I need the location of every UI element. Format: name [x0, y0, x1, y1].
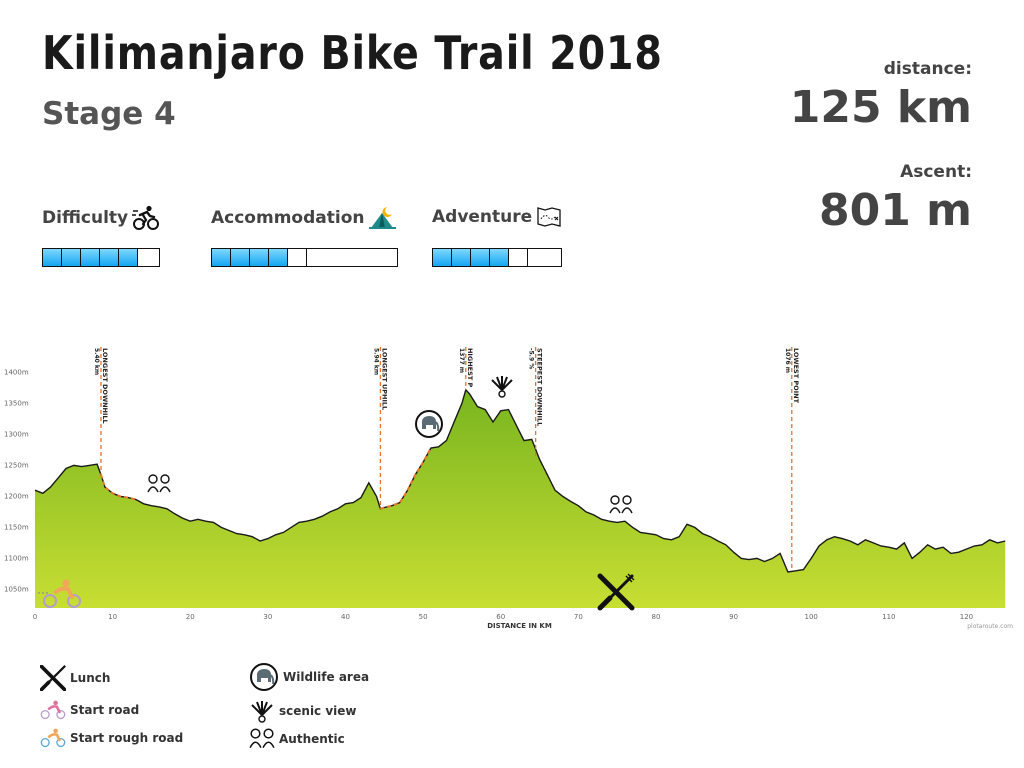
rating-segment — [269, 249, 288, 266]
marker-label: LOWEST POINT — [792, 348, 800, 404]
rating-segment — [43, 249, 62, 266]
marker-value: 1076 m — [784, 348, 791, 373]
rating-segment — [471, 249, 490, 266]
y-tick-label: 1300m — [4, 430, 29, 438]
x-tick-label: 90 — [729, 613, 738, 621]
marker-label: LONGEST DOWNHILL — [101, 348, 109, 424]
x-tick-label: 20 — [186, 613, 195, 621]
mountain-bike-icon — [40, 728, 66, 748]
marker-label: HIGHEST P — [466, 348, 474, 387]
x-tick-label: 80 — [651, 613, 660, 621]
highlight-segment — [380, 447, 432, 510]
cyclist-icon — [132, 205, 160, 230]
legend-item-wildlife-area: Wildlife area — [249, 662, 369, 692]
rating-label: Accommodation — [211, 208, 365, 228]
x-tick-label: 0 — [33, 613, 37, 621]
legend-label: Lunch — [70, 671, 111, 685]
rating-segment — [138, 249, 157, 266]
cutlery-icon — [40, 665, 66, 691]
rating-segment — [452, 249, 471, 266]
x-tick-label: 10 — [108, 613, 117, 621]
distance-label: distance: — [883, 59, 972, 79]
rating-segment — [119, 249, 138, 266]
y-tick-label: 1250m — [4, 461, 29, 469]
distance-value: 125 km — [789, 82, 972, 133]
chart-credit: plotaroute.com — [967, 623, 1013, 630]
rating-segment — [212, 249, 231, 266]
people-icon — [249, 728, 275, 749]
rating-label: Difficulty — [42, 208, 129, 228]
marker-label: STEEPEST DOWNHILL — [536, 348, 544, 426]
elevation-area — [35, 389, 1006, 608]
elevation-chart: LONGEST DOWNHILL 5.40 km LONGEST UPHILL 5.9… — [0, 335, 1024, 635]
y-tick-label: 1200m — [4, 492, 29, 500]
x-tick-label: 110 — [882, 613, 895, 621]
legend-item-start-rough-road: Start rough road — [40, 727, 183, 749]
legend-label: Wildlife area — [283, 670, 370, 684]
scenic-view-icon — [251, 701, 273, 723]
x-tick-label: 60 — [496, 613, 505, 621]
marker-value: 5.94 km — [372, 348, 379, 375]
adventure-rating-bar — [432, 248, 563, 267]
legend-label: Authentic — [279, 732, 345, 746]
elephant-icon — [415, 410, 443, 438]
legend-item-start-road: Start road — [40, 699, 139, 721]
rating-adventure: Adventure — [432, 205, 563, 267]
accommodation-rating-bar — [211, 248, 399, 267]
road-bike-icon — [38, 579, 81, 608]
rating-segment — [100, 249, 119, 266]
marker-value: 5.40 km — [93, 348, 100, 375]
rating-segment — [288, 249, 307, 266]
rating-segment — [509, 249, 528, 266]
difficulty-rating-bar — [42, 248, 161, 267]
authentic-icon — [147, 474, 171, 493]
x-tick-label: 70 — [574, 613, 583, 621]
stage-subtitle: Stage 4 — [42, 96, 176, 132]
rating-segment — [490, 249, 509, 266]
road-bike-icon — [40, 700, 66, 720]
rating-accommodation: Accommodation — [211, 205, 399, 267]
rating-segment — [231, 249, 250, 266]
rating-segment — [250, 249, 269, 266]
ascent-label: Ascent: — [900, 162, 972, 182]
rating-segment — [307, 249, 326, 266]
legend-label: Start rough road — [70, 731, 184, 745]
y-tick-label: 1350m — [4, 399, 29, 407]
legend-label: Start road — [70, 703, 140, 717]
highlight-segment — [100, 474, 137, 501]
ascent-value: 801 m — [818, 185, 972, 236]
x-axis-label: DISTANCE IN KM — [487, 622, 552, 630]
elevation-line — [34, 388, 1006, 573]
x-tick-label: 120 — [960, 613, 973, 621]
x-tick-label: 30 — [263, 613, 272, 621]
x-tick-label: 100 — [805, 613, 818, 621]
rating-segment — [81, 249, 100, 266]
y-tick-label: 1100m — [4, 554, 29, 562]
rating-difficulty: Difficulty — [42, 205, 161, 267]
rating-label: Adventure — [432, 207, 533, 227]
y-tick-label: 1050m — [4, 585, 29, 593]
legend-item-lunch: Lunch — [40, 665, 110, 691]
cutlery-icon — [597, 573, 635, 611]
x-tick-label: 40 — [341, 613, 350, 621]
legend-item-authentic: Authentic — [249, 728, 345, 750]
rating-segment — [62, 249, 81, 266]
tent-icon — [369, 207, 397, 229]
y-tick-label: 1150m — [4, 523, 29, 531]
rating-segment — [528, 249, 547, 266]
scenic-view-icon — [491, 376, 513, 398]
legend-item-scenic-view: scenic view — [249, 699, 357, 723]
y-tick-label: 1400m — [4, 368, 29, 376]
map-icon — [537, 207, 561, 227]
rating-segment — [433, 249, 452, 266]
page-title: Kilimanjaro Bike Trail 2018 — [42, 26, 663, 80]
legend-label: scenic view — [279, 704, 357, 718]
x-tick-label: 50 — [419, 613, 428, 621]
authentic-icon — [609, 495, 633, 514]
marker-value: 1377 m — [458, 348, 465, 373]
marker-value: -5.9 % — [528, 348, 535, 369]
elephant-icon — [250, 663, 278, 691]
marker-label: LONGEST UPHILL — [380, 348, 388, 410]
